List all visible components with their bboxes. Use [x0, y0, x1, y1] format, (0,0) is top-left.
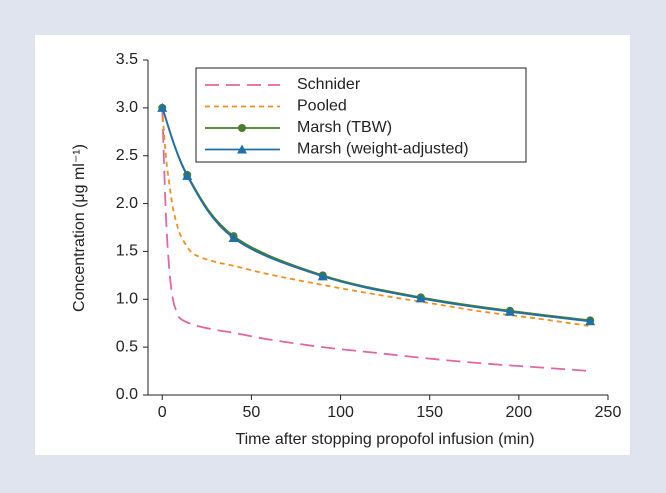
x-tick-label: 250 [595, 404, 622, 421]
x-tick-label: 200 [506, 404, 533, 421]
y-axis-label: Concentration (μg ml⁻¹) [71, 144, 88, 312]
series-line [161, 107, 591, 372]
legend-label: Pooled [297, 98, 347, 115]
x-tick-label: 100 [327, 404, 354, 421]
y-tick-label: 1.5 [116, 243, 138, 260]
y-tick-label: 2.0 [116, 195, 138, 212]
y-tick-label: 1.0 [116, 291, 138, 308]
marker [504, 306, 515, 316]
x-tick-label: 50 [243, 404, 261, 421]
legend-box [195, 67, 527, 163]
x-tick-label: 150 [416, 404, 443, 421]
y-tick-label: 0.5 [116, 338, 138, 355]
marker [182, 170, 193, 180]
marker [238, 124, 246, 132]
legend-label: Marsh (weight-adjusted) [297, 141, 469, 158]
marker [157, 102, 168, 112]
x-axis-label: Time after stopping propofol infusion (m… [235, 431, 534, 448]
marker [317, 271, 328, 281]
marker [585, 316, 596, 326]
legend-label: Marsh (TBW) [297, 119, 392, 136]
y-tick-label: 0.0 [116, 386, 138, 403]
marker [228, 233, 239, 243]
marker [237, 144, 247, 154]
legend-label: Schnider [297, 76, 361, 93]
series-line [161, 107, 591, 327]
y-tick-label: 2.5 [116, 147, 138, 164]
x-tick-label: 0 [158, 404, 167, 421]
y-tick-label: 3.5 [116, 51, 138, 68]
y-tick-label: 3.0 [116, 99, 138, 116]
marker [415, 293, 426, 303]
